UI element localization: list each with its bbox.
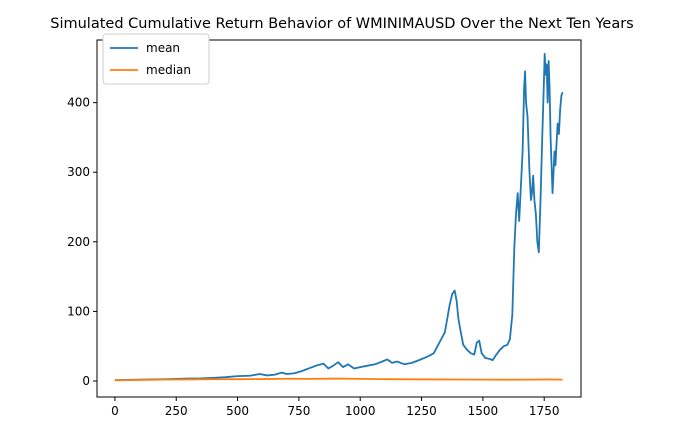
y-tick-label: 0 <box>82 374 90 388</box>
plot-lines <box>114 53 564 382</box>
y-tick-label: 100 <box>67 304 90 318</box>
x-tick-label: 250 <box>165 404 188 418</box>
series-line-mean <box>114 53 564 382</box>
y-axis-ticks: 0 100 200 300 400 <box>67 96 97 388</box>
y-tick-label: 300 <box>67 165 90 179</box>
x-tick-label: 1000 <box>345 404 376 418</box>
series-line-median <box>114 377 563 382</box>
legend: mean median <box>102 33 210 85</box>
x-tick-label: 750 <box>287 404 310 418</box>
x-tick-label: 1250 <box>406 404 437 418</box>
y-tick-label: 200 <box>67 235 90 249</box>
plot-frame <box>96 39 582 398</box>
chart-title: Simulated Cumulative Return Behavior of … <box>50 16 633 32</box>
x-tick-label: 1750 <box>529 404 560 418</box>
x-axis-ticks: 0 250 500 750 1000 1250 1500 1750 <box>111 397 559 418</box>
x-tick-label: 0 <box>111 404 119 418</box>
x-tick-label: 500 <box>226 404 249 418</box>
legend-box <box>102 33 210 85</box>
legend-label-mean: mean <box>146 41 180 55</box>
legend-label-median: median <box>146 63 191 77</box>
x-tick-label: 1500 <box>468 404 499 418</box>
y-tick-label: 400 <box>67 96 90 110</box>
